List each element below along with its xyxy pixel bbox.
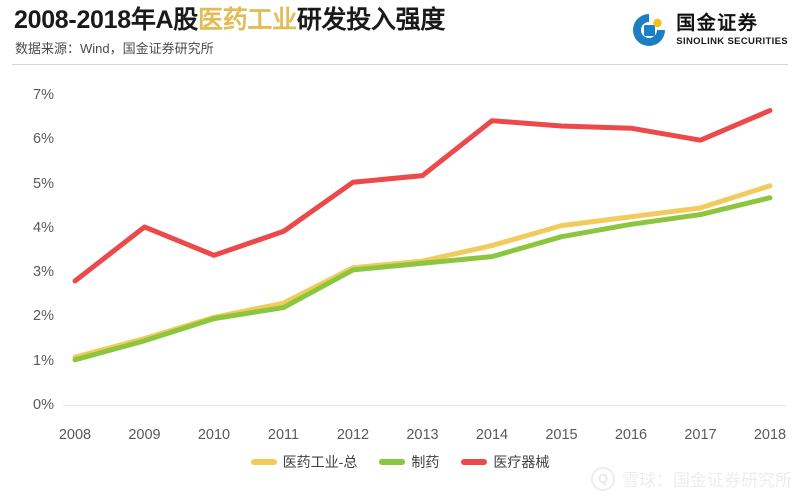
header: 2008-2018年A股医药工业研发投入强度 数据来源：Wind，国金证券研究所… (0, 0, 800, 66)
title-prefix: 2008-2018年A股 (14, 6, 199, 34)
x-axis-tick-label: 2014 (475, 427, 509, 443)
y-axis-tick-label: 4% (33, 219, 54, 236)
y-axis-tick-label: 7% (33, 87, 54, 103)
gridline (63, 405, 786, 406)
data-source-label: 数据来源：Wind，国金证券研究所 (15, 41, 214, 56)
legend-label: 医疗器械 (493, 454, 550, 470)
x-axis-tick-label: 2017 (684, 427, 717, 443)
logo-name-en: SINOLINK SECURITIES (676, 35, 788, 47)
y-axis-tick-label: 5% (33, 175, 54, 192)
sinolink-logo-icon (631, 12, 667, 48)
series-line (72, 108, 773, 284)
legend-swatch-icon (461, 459, 488, 465)
legend-swatch-icon (250, 459, 277, 465)
x-axis-tick-label: 2018 (753, 427, 787, 443)
watermark-text: 雪球：国金证券研究所 (622, 471, 792, 490)
brand-logo: 国金证券 SINOLINK SECURITIES (631, 12, 788, 48)
plot-lines (72, 108, 773, 363)
y-axis-tick-label: 6% (33, 131, 54, 148)
legend-item[interactable]: 医药工业-总 (250, 452, 358, 472)
x-axis-tick-label: 2010 (197, 427, 231, 443)
x-axis-tick-label: 2016 (614, 427, 648, 443)
logo-name-cn: 国金证券 (676, 12, 759, 34)
x-axis-tick-label: 2012 (336, 427, 370, 443)
page-title: 2008-2018年A股医药工业研发投入强度 (14, 4, 445, 36)
legend-label: 制药 (411, 454, 440, 470)
y-axis-tick-label: 2% (33, 308, 54, 325)
legend-swatch-icon (379, 459, 406, 465)
legend-item[interactable]: 制药 (379, 452, 439, 472)
logo-text-block: 国金证券 SINOLINK SECURITIES (676, 14, 788, 47)
y-axis-tick-label: 3% (33, 264, 54, 281)
y-axis-tick-label: 0% (33, 397, 54, 413)
xueqiu-circle-icon: Q (591, 466, 615, 491)
watermark: Q 雪球：国金证券研究所 (591, 466, 792, 491)
header-divider (12, 64, 788, 65)
title-highlight: 医药工业 (198, 6, 297, 34)
x-axis-tick-label: 2008 (58, 427, 92, 443)
chart-legend: 医药工业-总 制药 医疗器械 (0, 452, 800, 472)
x-axis-tick-label: 2013 (406, 427, 439, 443)
x-axis-tick-label: 2015 (545, 427, 578, 443)
chart-canvas: 0% 1% 2% 3% 4% 5% 6% 7% 2008 2009 2010 2011 2012 201… (0, 66, 800, 497)
series-line (72, 195, 773, 363)
x-axis-tick-label: 2009 (128, 427, 161, 443)
legend-item[interactable]: 医疗器械 (461, 452, 549, 472)
legend-label: 医药工业-总 (282, 454, 358, 470)
title-suffix: 研发投入强度 (296, 6, 446, 34)
y-axis-tick-label: 1% (33, 352, 54, 369)
x-axis-tick-label: 2011 (267, 427, 300, 443)
